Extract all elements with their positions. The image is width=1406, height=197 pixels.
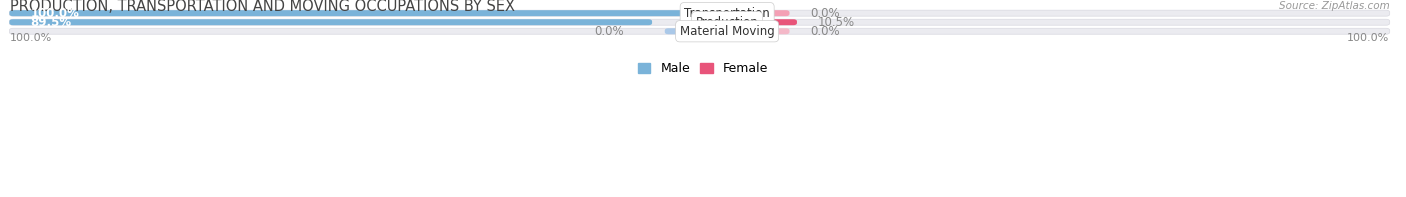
FancyBboxPatch shape [10,28,1389,34]
FancyBboxPatch shape [10,19,652,25]
Text: 10.5%: 10.5% [817,16,855,29]
Text: 100.0%: 100.0% [10,33,52,43]
Legend: Male, Female: Male, Female [638,62,768,75]
FancyBboxPatch shape [10,10,727,16]
Text: Transportation: Transportation [685,7,770,20]
Text: Production: Production [696,16,758,29]
Text: 0.0%: 0.0% [810,25,839,38]
Text: Source: ZipAtlas.com: Source: ZipAtlas.com [1278,1,1389,11]
FancyBboxPatch shape [727,28,790,34]
FancyBboxPatch shape [10,10,1389,16]
FancyBboxPatch shape [727,19,797,25]
Text: 89.5%: 89.5% [31,16,72,29]
Text: 100.0%: 100.0% [31,7,79,20]
Text: 0.0%: 0.0% [595,25,624,38]
FancyBboxPatch shape [10,19,1389,25]
Text: 100.0%: 100.0% [1347,33,1389,43]
FancyBboxPatch shape [665,28,727,34]
FancyBboxPatch shape [727,10,790,16]
Text: PRODUCTION, TRANSPORTATION AND MOVING OCCUPATIONS BY SEX: PRODUCTION, TRANSPORTATION AND MOVING OC… [10,0,515,14]
Text: 0.0%: 0.0% [810,7,839,20]
Text: Material Moving: Material Moving [679,25,775,38]
